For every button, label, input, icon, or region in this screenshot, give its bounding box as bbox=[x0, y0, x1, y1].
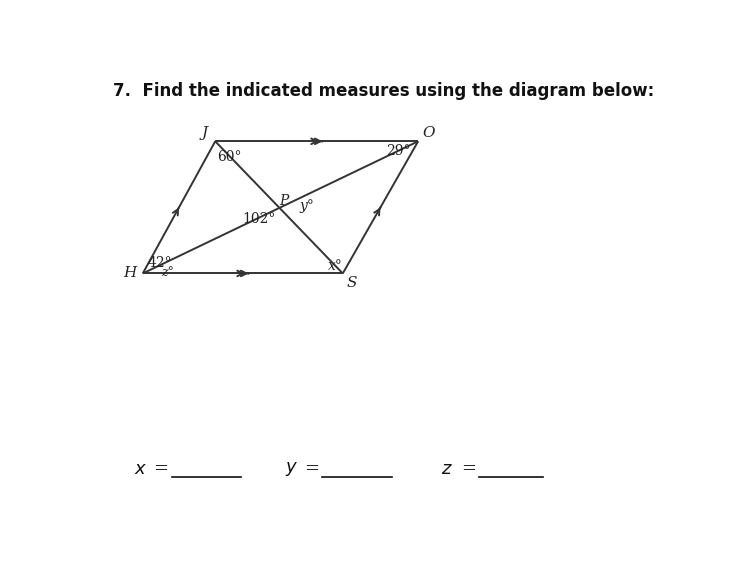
Text: J: J bbox=[202, 126, 208, 140]
Text: P: P bbox=[280, 194, 289, 208]
Text: y°: y° bbox=[299, 199, 314, 213]
Text: x°: x° bbox=[328, 259, 343, 272]
Text: 42°: 42° bbox=[148, 256, 173, 271]
Text: =: = bbox=[462, 460, 482, 478]
Text: 29°: 29° bbox=[385, 145, 410, 158]
Text: S: S bbox=[346, 276, 357, 290]
Text: 102°: 102° bbox=[242, 212, 275, 227]
Text: $z$: $z$ bbox=[441, 460, 453, 478]
Text: $y$: $y$ bbox=[285, 460, 298, 478]
Text: =: = bbox=[305, 460, 326, 478]
Text: $x$: $x$ bbox=[134, 460, 147, 478]
Text: =: = bbox=[154, 460, 175, 478]
Text: 7.  Find the indicated measures using the diagram below:: 7. Find the indicated measures using the… bbox=[113, 82, 654, 100]
Text: O: O bbox=[423, 126, 435, 140]
Text: 60°: 60° bbox=[218, 150, 242, 164]
Text: z°: z° bbox=[162, 265, 174, 279]
Text: H: H bbox=[123, 267, 137, 280]
